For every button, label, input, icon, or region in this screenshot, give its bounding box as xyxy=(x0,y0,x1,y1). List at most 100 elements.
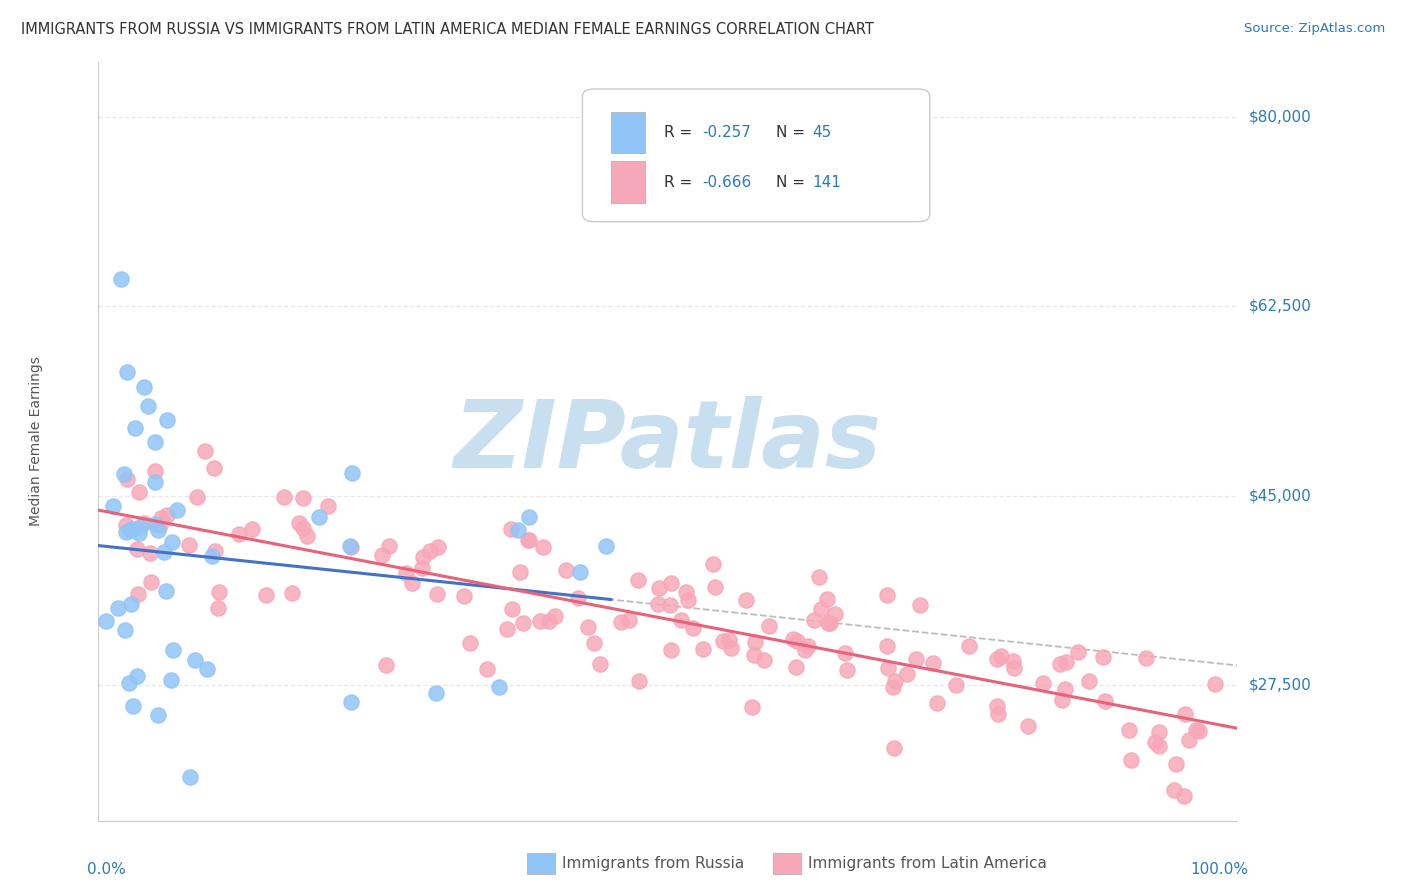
Point xyxy=(177,538,200,552)
Point xyxy=(186,490,208,504)
Point xyxy=(807,570,830,584)
Point xyxy=(292,491,315,505)
Point xyxy=(782,632,804,646)
Point xyxy=(824,607,846,621)
Point xyxy=(401,576,423,591)
Point xyxy=(1118,723,1140,737)
Text: 100.0%: 100.0% xyxy=(1191,863,1249,878)
Point xyxy=(297,529,319,543)
Point xyxy=(884,673,907,688)
Point xyxy=(537,615,560,629)
Point xyxy=(254,588,277,602)
Point xyxy=(149,517,172,532)
Point xyxy=(152,545,174,559)
Point xyxy=(292,521,315,535)
Point xyxy=(1032,676,1054,690)
Text: N =: N = xyxy=(776,175,810,190)
Point xyxy=(145,434,167,449)
Text: -0.666: -0.666 xyxy=(702,175,751,190)
Point xyxy=(752,653,775,667)
Point xyxy=(136,399,159,413)
Point xyxy=(610,615,633,629)
Point xyxy=(207,601,229,615)
Point xyxy=(112,467,135,482)
Point xyxy=(957,639,980,653)
Point xyxy=(595,539,617,553)
Point xyxy=(419,544,441,558)
Point xyxy=(692,641,714,656)
Text: N =: N = xyxy=(776,126,810,140)
Point xyxy=(519,510,541,524)
Point xyxy=(517,533,540,547)
Text: $45,000: $45,000 xyxy=(1249,488,1312,503)
Point xyxy=(412,550,434,565)
Point xyxy=(876,639,898,653)
Point xyxy=(162,643,184,657)
Point xyxy=(378,539,401,553)
Point xyxy=(529,614,551,628)
Point xyxy=(228,527,250,541)
Point xyxy=(127,586,149,600)
Point xyxy=(118,676,141,690)
Point xyxy=(720,640,742,655)
Point xyxy=(1135,650,1157,665)
Point xyxy=(1050,693,1073,707)
Point xyxy=(375,658,398,673)
Point xyxy=(156,413,179,427)
Text: Median Female Earnings: Median Female Earnings xyxy=(28,357,42,526)
Point xyxy=(166,503,188,517)
Point xyxy=(1092,649,1115,664)
Point xyxy=(794,642,817,657)
Point xyxy=(568,566,591,580)
Point xyxy=(512,616,534,631)
Text: 0.0%: 0.0% xyxy=(87,863,125,878)
Point xyxy=(132,380,155,394)
Point xyxy=(121,698,143,713)
Point xyxy=(659,643,682,657)
Point xyxy=(101,499,124,513)
Point xyxy=(1143,734,1166,748)
Point xyxy=(458,636,481,650)
Text: R =: R = xyxy=(665,126,697,140)
Point xyxy=(1174,707,1197,722)
Point xyxy=(160,673,183,688)
Text: 141: 141 xyxy=(813,175,841,190)
Text: Immigrants from Russia: Immigrants from Russia xyxy=(562,856,745,871)
Point xyxy=(339,541,361,555)
Point xyxy=(1094,694,1116,708)
Point xyxy=(115,517,138,532)
Point xyxy=(785,660,807,674)
Point xyxy=(945,677,967,691)
Point xyxy=(669,613,692,627)
Point xyxy=(835,664,858,678)
Point xyxy=(145,475,167,489)
Point xyxy=(141,575,163,590)
Text: $62,500: $62,500 xyxy=(1249,299,1312,314)
Point xyxy=(815,592,838,607)
Point xyxy=(1184,723,1206,738)
Point xyxy=(797,639,820,653)
Point xyxy=(117,365,139,379)
Point xyxy=(146,708,169,723)
Point xyxy=(678,593,700,607)
Text: ZIPatlas: ZIPatlas xyxy=(454,395,882,488)
Point xyxy=(1053,682,1076,697)
Point xyxy=(702,557,724,571)
Text: $27,500: $27,500 xyxy=(1249,678,1312,693)
Point xyxy=(148,523,170,537)
Point xyxy=(143,464,166,478)
Point xyxy=(659,575,682,590)
Point xyxy=(156,508,179,522)
Point xyxy=(675,585,697,599)
Point xyxy=(555,563,578,577)
Point xyxy=(453,589,475,603)
Point xyxy=(143,517,166,532)
Point xyxy=(501,602,523,616)
Point xyxy=(883,740,905,755)
Point xyxy=(371,548,394,562)
Point xyxy=(1177,733,1199,747)
Point xyxy=(834,646,856,660)
Point xyxy=(627,673,650,688)
Point xyxy=(648,581,671,595)
Point xyxy=(240,522,263,536)
